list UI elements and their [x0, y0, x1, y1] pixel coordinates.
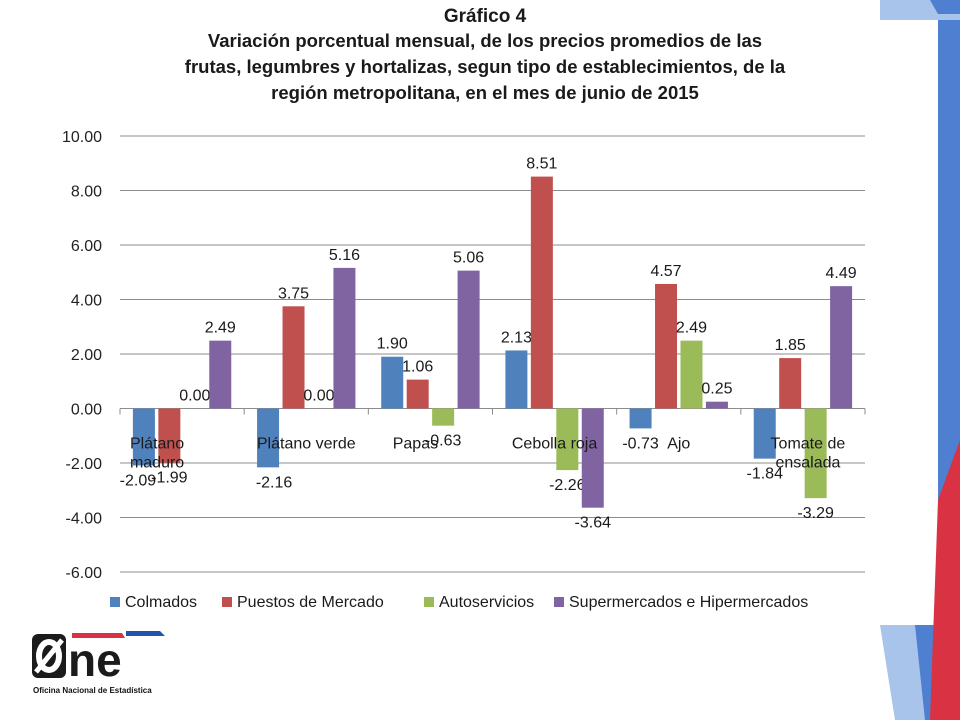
data-label: 2.13 — [501, 329, 532, 346]
y-tick-label: 2.00 — [71, 347, 102, 364]
chart-title-block: Gráfico 4 Variación porcentual mensual, … — [120, 6, 850, 106]
chart-title: Gráfico 4 — [443, 6, 527, 27]
category-label-line: ensalada — [775, 455, 840, 472]
category-label-line: Tomate de — [771, 436, 846, 453]
logo-mark: ne — [68, 634, 122, 686]
category-label-line: Ajo — [667, 436, 690, 453]
data-label: -2.09 — [120, 472, 157, 489]
data-label: 1.85 — [775, 337, 806, 354]
bar — [680, 340, 703, 409]
y-tick-label: 4.00 — [71, 293, 102, 310]
data-label: -1.99 — [151, 470, 188, 487]
bar — [158, 408, 181, 463]
data-label: 5.16 — [329, 247, 360, 264]
legend-label: Colmados — [125, 594, 197, 611]
legend-label: Supermercados e Hipermercados — [569, 594, 808, 611]
bar — [581, 408, 604, 508]
bar — [209, 340, 232, 409]
category-label: Papas — [393, 436, 438, 453]
bar — [381, 356, 404, 409]
y-tick-label: 6.00 — [71, 238, 102, 255]
category-label: Plátano verde — [257, 436, 356, 453]
bar — [282, 306, 305, 409]
legend-label: Autoservicios — [439, 594, 534, 611]
bar — [655, 283, 678, 409]
bar — [432, 408, 455, 426]
data-label: 0.25 — [701, 381, 732, 398]
bar — [779, 358, 802, 409]
logo-tagline: Oficina Nacional de Estadística — [33, 686, 152, 695]
y-tick-label: -2.00 — [66, 456, 103, 473]
data-label: -1.84 — [747, 466, 784, 483]
category-label-line: Plátano verde — [257, 436, 356, 453]
data-label: 2.49 — [205, 320, 236, 337]
y-tick-label: -6.00 — [66, 565, 103, 582]
legend-swatch — [554, 597, 564, 607]
data-label: 4.49 — [826, 265, 857, 282]
bar — [753, 408, 776, 459]
bar-chart: -6.00 -4.00 -2.00 0.00 2.00 4.00 6.00 8.00 10.00… — [62, 129, 866, 611]
one-logo: ne — [32, 631, 165, 686]
deco-stripe-red — [930, 440, 960, 720]
legend-swatch — [110, 597, 120, 607]
category-label-line: Papas — [393, 436, 438, 453]
category-label: Tomate de ensalada — [771, 436, 846, 472]
legend-label: Puestos de Mercado — [237, 594, 384, 611]
data-label: 3.75 — [278, 285, 309, 302]
data-label: -0.63 — [425, 433, 462, 450]
bar — [556, 408, 579, 471]
bar — [406, 379, 429, 409]
data-label: 2.49 — [676, 320, 707, 337]
bar — [132, 408, 155, 466]
y-tick-label: -4.00 — [66, 511, 103, 528]
bar — [629, 408, 652, 429]
data-label: -2.26 — [549, 477, 586, 494]
data-label: -2.16 — [256, 474, 293, 491]
bar — [530, 176, 553, 409]
bar — [830, 286, 853, 409]
category-label: Plátano maduro — [130, 436, 184, 472]
y-tick-label: 10.00 — [62, 129, 102, 146]
y-tick-label: 8.00 — [71, 184, 102, 201]
bar — [705, 401, 728, 409]
bar — [457, 270, 480, 409]
data-label: 0.00 — [179, 388, 210, 405]
category-label-line: Cebolla roja — [512, 436, 597, 453]
data-label: 1.06 — [402, 359, 433, 376]
legend-swatch — [222, 597, 232, 607]
bar — [804, 408, 827, 499]
data-label: 5.06 — [453, 250, 484, 267]
data-label: 8.51 — [526, 156, 557, 173]
bar — [505, 350, 528, 409]
category-label: Cebolla roja — [512, 436, 597, 453]
legend-swatch — [424, 597, 434, 607]
category-label: Ajo — [667, 436, 690, 453]
data-label: -3.64 — [575, 515, 612, 532]
deco-stripe-blue-top — [930, 0, 960, 14]
y-tick-label: 0.00 — [71, 402, 102, 419]
category-label-line: maduro — [130, 455, 184, 472]
data-label: -0.73 — [622, 435, 659, 452]
chart-subtitle: Variación porcentual mensual, de los pre… — [184, 30, 786, 103]
bar — [333, 267, 356, 409]
data-label: 4.57 — [650, 263, 681, 280]
data-label: -3.29 — [797, 505, 834, 522]
data-label: 1.90 — [377, 336, 408, 353]
bar — [257, 408, 280, 468]
data-label: 0.00 — [303, 388, 334, 405]
category-label-line: Plátano — [130, 436, 184, 453]
